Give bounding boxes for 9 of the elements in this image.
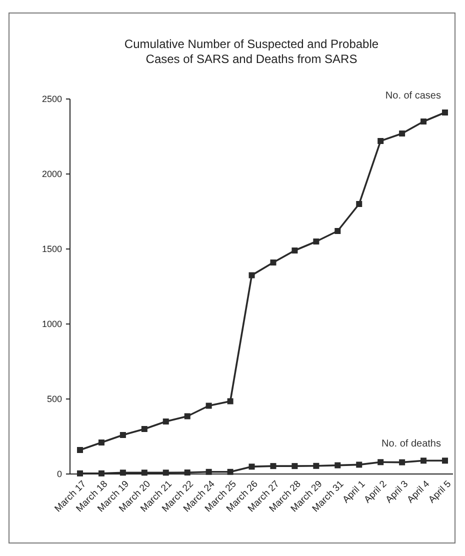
y-tick-label: 2500: [42, 94, 62, 104]
y-tick-label: 1000: [42, 319, 62, 330]
y-tick-label: 500: [46, 394, 62, 404]
y-tick-label: 0: [56, 469, 62, 480]
chart-title: Cumulative Number of Suspected and Probable Cases of SARS and Deaths from SARS: [124, 37, 379, 66]
y-tick-label: 2000: [42, 169, 62, 180]
series-label: No. of cases: [385, 90, 441, 102]
y-tick-label: 1500: [42, 244, 62, 254]
series-label: No. of deaths: [382, 438, 441, 450]
